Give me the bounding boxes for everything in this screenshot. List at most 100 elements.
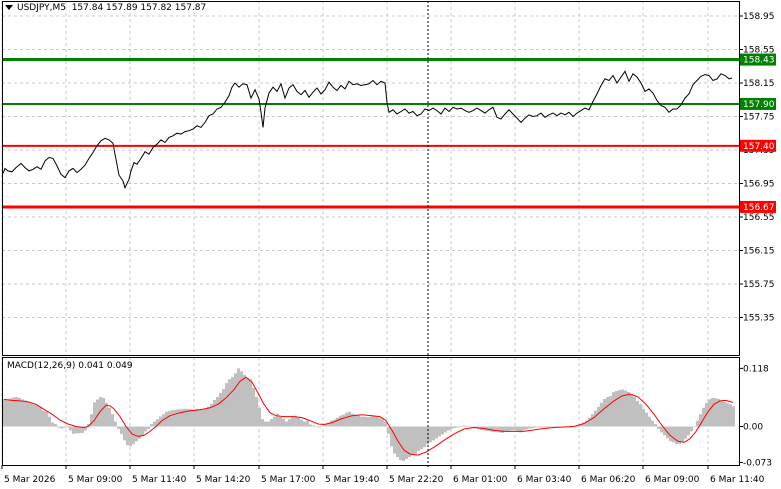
histogram-bar: [549, 426, 552, 428]
histogram-bar: [615, 391, 618, 427]
level-price-tag: [740, 200, 776, 213]
histogram-bar: [30, 403, 33, 427]
histogram-bar: [300, 419, 303, 427]
macd-axis-label: 0.00: [743, 423, 763, 433]
histogram-bar: [732, 406, 735, 427]
histogram-bar: [348, 411, 351, 427]
histogram-bar: [657, 426, 660, 429]
histogram-bar: [414, 426, 417, 455]
level-price-text: 158.43: [743, 56, 775, 66]
histogram-bar: [213, 399, 216, 427]
histogram-bar: [102, 397, 105, 427]
histogram-bar: [489, 426, 492, 432]
chart-frames: [2, 1, 740, 466]
level-price-tag: [740, 97, 776, 110]
histogram-bar: [345, 412, 348, 427]
histogram-bar: [81, 426, 84, 433]
histogram-bar: [636, 400, 639, 427]
histogram-bar: [147, 426, 150, 429]
histogram-bar: [39, 406, 42, 427]
histogram-bar: [327, 422, 330, 427]
histogram-bar: [432, 426, 435, 441]
histogram-bar: [3, 399, 6, 427]
histogram-bar: [450, 426, 453, 429]
time-label: 6 Mar 03:40: [517, 475, 572, 485]
histogram-bar: [279, 416, 282, 427]
ohlc-values: 157.84 157.89 157.82 157.87: [71, 3, 207, 13]
price-label: 158.95: [743, 12, 775, 22]
histogram-bar: [618, 390, 621, 427]
histogram-bar: [603, 398, 606, 427]
histogram-bar: [468, 426, 471, 428]
histogram-bar: [306, 420, 309, 427]
histogram-bar: [252, 388, 255, 427]
histogram-bar: [711, 397, 714, 427]
symbol-timeframe: USDJPY,M5: [17, 3, 66, 13]
histogram-bar: [597, 406, 600, 427]
histogram-bar: [408, 426, 411, 458]
price-label: 155.75: [743, 280, 775, 290]
histogram-bar: [150, 424, 153, 427]
histogram-bar: [21, 399, 24, 427]
grid: [1, 1, 739, 465]
time-label: 5 Mar 22:20: [389, 475, 444, 485]
histogram-bar: [606, 396, 609, 427]
histogram-bar: [57, 426, 60, 428]
histogram-bar: [339, 415, 342, 427]
histogram-bar: [366, 417, 369, 427]
histogram-bar: [417, 426, 420, 452]
histogram-bar: [108, 407, 111, 427]
histogram-bar: [153, 421, 156, 427]
time-label: 6 Mar 09:00: [645, 475, 700, 485]
histogram-bar: [630, 393, 633, 427]
histogram-bar: [600, 402, 603, 427]
histogram-bar: [588, 417, 591, 427]
price-label: 157.75: [743, 113, 775, 123]
macd-axis-label: 0.118: [743, 364, 769, 374]
histogram-bar: [525, 426, 528, 430]
histogram-bar: [111, 414, 114, 427]
histogram-bar: [330, 420, 333, 427]
histogram-bar: [243, 374, 246, 427]
time-axis: 5 Mar 2026 5 Mar 09:00 5 Mar 11:40 5 Mar 14…: [1, 465, 765, 485]
histogram-bar: [168, 410, 171, 427]
histogram-bar: [624, 390, 627, 427]
histogram-bar: [90, 414, 93, 427]
histogram-bar: [444, 426, 447, 433]
time-label: 5 Mar 17:00: [261, 475, 316, 485]
histogram-bar: [513, 426, 516, 430]
histogram-bar: [459, 426, 462, 428]
level-lines[interactable]: [2, 58, 739, 209]
histogram-bar: [138, 426, 141, 439]
histogram-bar: [66, 426, 69, 428]
time-label: 6 Mar 01:00: [453, 475, 508, 485]
histogram-bar: [297, 417, 300, 427]
histogram-bar: [186, 408, 189, 427]
time-label: 5 Mar 19:40: [325, 475, 380, 485]
histogram-bar: [585, 420, 588, 427]
histogram-bar: [9, 398, 12, 427]
histogram-bar: [453, 426, 456, 428]
histogram-bar: [675, 426, 678, 445]
chevron-down-icon[interactable]: [5, 5, 13, 10]
histogram-bar: [165, 411, 168, 427]
histogram-bar: [645, 412, 648, 427]
macd-frame: [2, 357, 740, 466]
histogram-bar: [708, 399, 711, 427]
histogram-bar: [390, 426, 393, 447]
histogram-bar: [231, 377, 234, 427]
histogram-bar: [351, 413, 354, 427]
histogram-bar: [225, 383, 228, 427]
histogram-bar: [156, 419, 159, 427]
main-frame: [2, 1, 740, 356]
histogram-bar: [177, 409, 180, 427]
histogram-bar: [591, 414, 594, 427]
histogram-bar: [684, 426, 687, 439]
histogram-bar: [93, 402, 96, 427]
histogram-bar: [543, 426, 546, 428]
histogram-bar: [123, 426, 126, 441]
histogram-bar: [540, 426, 543, 428]
histogram-bar: [429, 426, 432, 443]
histogram-bar: [717, 398, 720, 427]
